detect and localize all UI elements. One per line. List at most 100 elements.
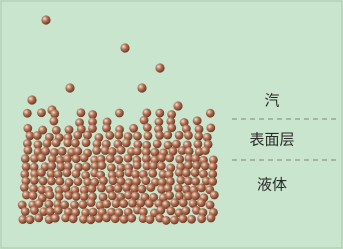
molecule xyxy=(41,15,50,24)
page: {"labels": {"vapor": "汽", "surface": "表面… xyxy=(0,0,343,249)
molecule xyxy=(105,131,114,140)
molecule xyxy=(197,198,206,207)
molecule xyxy=(163,131,172,140)
molecule xyxy=(157,153,166,162)
molecule xyxy=(170,198,179,207)
molecule xyxy=(39,177,48,186)
molecule xyxy=(73,131,82,140)
molecule xyxy=(88,184,97,193)
molecule xyxy=(191,177,200,186)
molecule xyxy=(179,214,188,223)
molecule xyxy=(20,183,29,192)
molecule xyxy=(143,123,152,132)
molecule xyxy=(114,155,123,164)
molecule xyxy=(207,214,216,223)
molecule xyxy=(30,206,39,215)
molecule xyxy=(114,184,123,193)
molecule xyxy=(129,124,138,133)
molecule xyxy=(173,101,182,110)
molecule xyxy=(115,109,124,118)
molecule xyxy=(155,131,164,140)
molecule xyxy=(80,192,89,201)
molecule xyxy=(133,161,142,170)
molecule xyxy=(137,83,146,92)
molecule xyxy=(83,131,92,140)
molecule xyxy=(201,146,210,155)
molecule xyxy=(206,109,215,118)
molecule xyxy=(102,200,111,209)
molecule xyxy=(72,192,81,201)
molecule xyxy=(23,124,32,133)
molecule xyxy=(206,123,215,132)
molecule xyxy=(191,168,200,177)
molecule xyxy=(197,184,206,193)
vapor-label: 汽 xyxy=(264,92,279,110)
molecule xyxy=(72,154,81,163)
molecule xyxy=(47,162,56,171)
molecule xyxy=(102,213,111,222)
molecule xyxy=(148,169,157,178)
molecule xyxy=(86,215,95,224)
molecule xyxy=(37,153,46,162)
molecule xyxy=(156,206,165,215)
molecule xyxy=(97,184,106,193)
molecule xyxy=(64,191,73,200)
molecule xyxy=(155,109,164,118)
molecule xyxy=(114,131,123,140)
molecule xyxy=(181,206,190,215)
molecule xyxy=(37,108,46,117)
molecule xyxy=(30,176,39,185)
molecule xyxy=(46,191,55,200)
molecule xyxy=(65,125,74,134)
molecule xyxy=(37,168,46,177)
molecule xyxy=(194,132,203,141)
molecule xyxy=(167,206,176,215)
molecule xyxy=(52,138,61,147)
surface-label: 表面层 xyxy=(249,131,294,149)
molecule xyxy=(191,191,200,200)
molecule xyxy=(174,184,183,193)
molecule xyxy=(184,131,193,140)
molecule xyxy=(175,131,184,140)
molecule xyxy=(98,161,107,170)
molecule xyxy=(144,131,153,140)
molecule xyxy=(87,198,96,207)
diagram: 汽 表面层 液体 xyxy=(0,0,343,249)
molecule xyxy=(117,146,126,155)
molecule xyxy=(187,215,196,224)
molecule xyxy=(55,192,64,201)
molecule xyxy=(184,161,193,170)
molecule xyxy=(119,199,128,208)
molecule xyxy=(165,154,174,163)
molecule xyxy=(27,95,36,104)
molecule xyxy=(209,162,218,171)
molecule xyxy=(175,155,184,164)
molecule xyxy=(44,200,53,209)
molecule xyxy=(165,191,174,200)
molecule xyxy=(74,177,83,186)
molecule xyxy=(58,147,67,156)
molecule xyxy=(24,146,33,155)
molecule xyxy=(92,146,101,155)
molecule xyxy=(29,191,38,200)
molecule xyxy=(49,117,58,126)
molecule xyxy=(34,214,43,223)
molecule xyxy=(153,139,162,148)
molecule xyxy=(122,138,131,147)
liquid-label: 液体 xyxy=(257,176,287,194)
molecule xyxy=(149,161,158,170)
molecule xyxy=(22,162,31,171)
molecule xyxy=(33,131,42,140)
molecule xyxy=(26,215,35,224)
molecule xyxy=(54,206,63,215)
molecule xyxy=(179,198,188,207)
molecule xyxy=(201,162,210,171)
molecule xyxy=(193,140,202,149)
molecule xyxy=(65,83,74,92)
molecule xyxy=(71,139,80,148)
molecule xyxy=(146,215,155,224)
molecule xyxy=(82,162,91,171)
molecule xyxy=(63,138,72,147)
molecule xyxy=(138,185,147,194)
molecule xyxy=(109,176,118,185)
